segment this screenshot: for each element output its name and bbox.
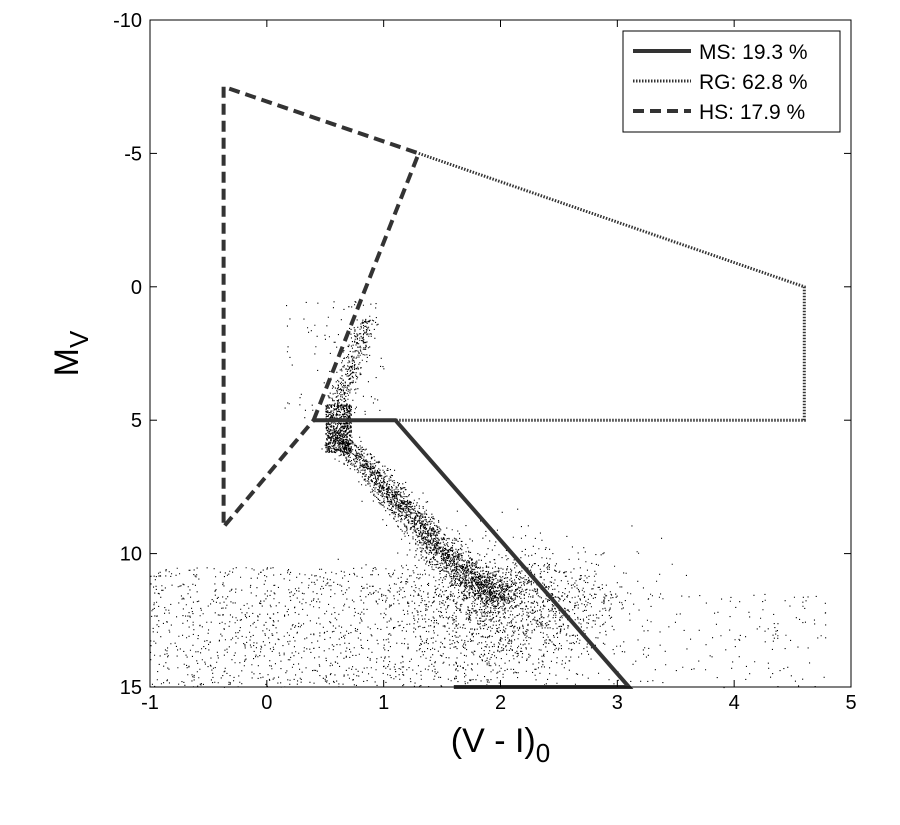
region-rg-boundary (395, 151, 806, 422)
legend-box (622, 30, 841, 133)
y-axis-label-main: M (48, 348, 86, 376)
x-axis-label: (V - I)0 (451, 722, 550, 768)
y-tick-label: 0 (131, 277, 142, 299)
y-tick-label: 15 (120, 677, 142, 699)
x-tick-label: 5 (845, 692, 856, 714)
x-axis-label-subscript: 0 (536, 738, 550, 768)
legend-entry: RG: 62.8 % (699, 71, 808, 94)
x-tick-label: 2 (495, 692, 506, 714)
legend-entry: MS: 19.3 % (699, 41, 808, 64)
x-tick-label: 4 (729, 692, 740, 714)
x-tick-label: -1 (141, 692, 159, 714)
x-tick-label: 3 (612, 692, 623, 714)
y-tick-label: -10 (113, 10, 142, 32)
x-tick-label: 0 (261, 692, 272, 714)
x-tick-label: 1 (378, 692, 389, 714)
legend-entry: HS: 17.9 % (699, 101, 805, 124)
y-axis-label: MV (48, 330, 94, 376)
region-hs-boundary (221, 83, 422, 533)
y-axis-label-subscript: V (64, 330, 94, 348)
x-axis-label-main: (V - I) (451, 722, 536, 760)
y-tick-label: -5 (124, 143, 142, 165)
y-tick-label: 10 (120, 544, 142, 566)
y-tick-label: 5 (131, 410, 142, 432)
legend: MS: 19.3 % RG: 62.8 % HS: 17.9 % (622, 30, 841, 133)
